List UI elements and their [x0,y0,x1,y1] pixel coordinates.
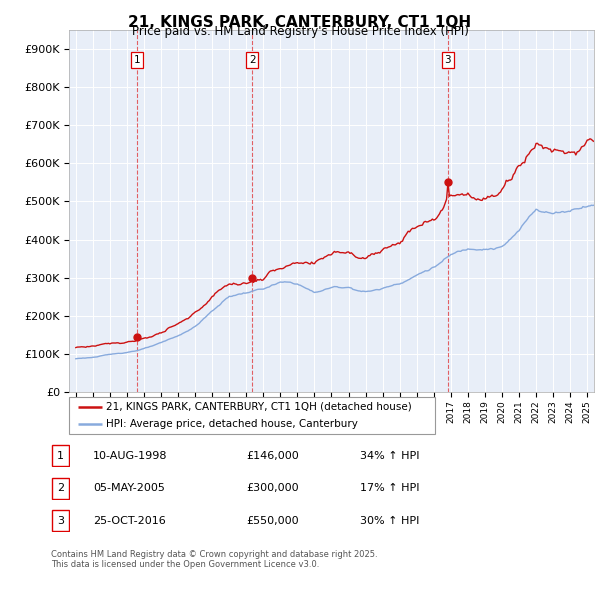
Text: 1: 1 [57,451,64,461]
FancyBboxPatch shape [52,478,69,499]
Text: HPI: Average price, detached house, Canterbury: HPI: Average price, detached house, Cant… [106,419,358,429]
Text: 2: 2 [249,55,256,65]
Text: This data is licensed under the Open Government Licence v3.0.: This data is licensed under the Open Gov… [51,560,319,569]
Text: 1: 1 [134,55,140,65]
FancyBboxPatch shape [52,445,69,466]
Text: £146,000: £146,000 [246,451,299,461]
Text: Price paid vs. HM Land Registry's House Price Index (HPI): Price paid vs. HM Land Registry's House … [131,25,469,38]
Text: Contains HM Land Registry data © Crown copyright and database right 2025.: Contains HM Land Registry data © Crown c… [51,550,377,559]
Text: 17% ↑ HPI: 17% ↑ HPI [360,483,419,493]
Text: 21, KINGS PARK, CANTERBURY, CT1 1QH: 21, KINGS PARK, CANTERBURY, CT1 1QH [128,15,472,30]
Text: 34% ↑ HPI: 34% ↑ HPI [360,451,419,461]
Text: 3: 3 [445,55,451,65]
Text: 2: 2 [57,483,64,493]
FancyBboxPatch shape [69,397,435,434]
FancyBboxPatch shape [52,510,69,531]
Text: £550,000: £550,000 [246,516,299,526]
Text: 25-OCT-2016: 25-OCT-2016 [93,516,166,526]
Text: 10-AUG-1998: 10-AUG-1998 [93,451,167,461]
Text: 05-MAY-2005: 05-MAY-2005 [93,483,165,493]
Text: 30% ↑ HPI: 30% ↑ HPI [360,516,419,526]
Text: £300,000: £300,000 [246,483,299,493]
Text: 21, KINGS PARK, CANTERBURY, CT1 1QH (detached house): 21, KINGS PARK, CANTERBURY, CT1 1QH (det… [106,402,412,412]
Text: 3: 3 [57,516,64,526]
